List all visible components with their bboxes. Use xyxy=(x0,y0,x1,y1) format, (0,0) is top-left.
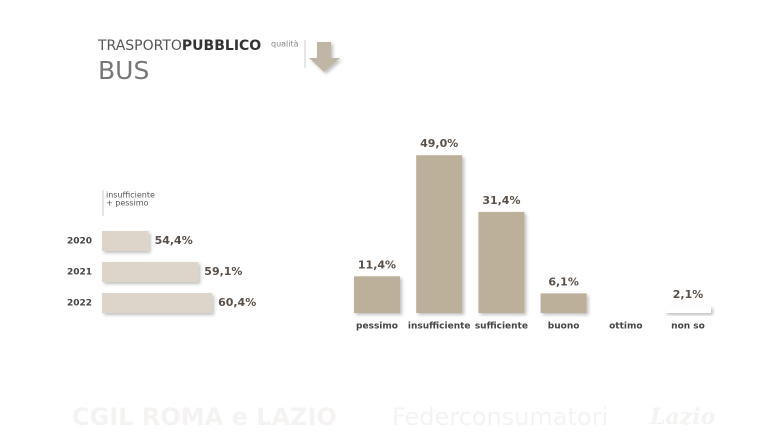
bar xyxy=(354,276,400,313)
value-label: 2,1% xyxy=(673,288,704,301)
value-label: 60,4% xyxy=(218,296,256,309)
title-bold: PUBBLICO xyxy=(182,38,261,54)
down-arrow-icon xyxy=(309,42,340,72)
bar xyxy=(102,262,199,282)
value-label: 49,0% xyxy=(420,137,458,150)
bar xyxy=(478,211,525,313)
legend-line-2: + pessimo xyxy=(106,199,149,208)
footer-middle: Federconsumatori xyxy=(392,403,608,431)
bar xyxy=(540,293,587,313)
x-tick-label: ottimo xyxy=(609,322,642,332)
y-tick-label: 2022 xyxy=(67,299,92,309)
x-tick-label: non so xyxy=(671,322,705,332)
bar xyxy=(102,293,213,313)
bar xyxy=(416,155,463,313)
legend-line-1: insufficiente xyxy=(106,191,155,200)
qualifier: qualità xyxy=(271,40,299,49)
x-tick-label: insufficiente xyxy=(408,322,471,332)
y-tick-label: 2020 xyxy=(67,237,92,247)
value-label: 11,4% xyxy=(358,258,396,271)
x-tick-label: pessimo xyxy=(356,322,398,332)
x-tick-label: buono xyxy=(548,322,580,332)
footer: CGIL ROMA e LAZIO Federconsumatori Lazio xyxy=(72,403,715,431)
value-label: 31,4% xyxy=(482,194,520,207)
value-label: 6,1% xyxy=(548,275,579,288)
y-tick-label: 2021 xyxy=(67,268,92,278)
x-tick-label: sufficiente xyxy=(475,322,528,332)
subtitle: BUS xyxy=(98,56,149,85)
bar xyxy=(102,231,149,251)
value-label: 59,1% xyxy=(204,265,242,278)
bar xyxy=(665,306,711,313)
header-title: TRASPORTOPUBBLICO xyxy=(97,38,261,54)
title-light: TRASPORTO xyxy=(97,38,182,54)
footer-left: CGIL ROMA e LAZIO xyxy=(72,403,337,431)
value-label: 54,4% xyxy=(155,234,193,247)
footer-right: Lazio xyxy=(649,404,715,430)
